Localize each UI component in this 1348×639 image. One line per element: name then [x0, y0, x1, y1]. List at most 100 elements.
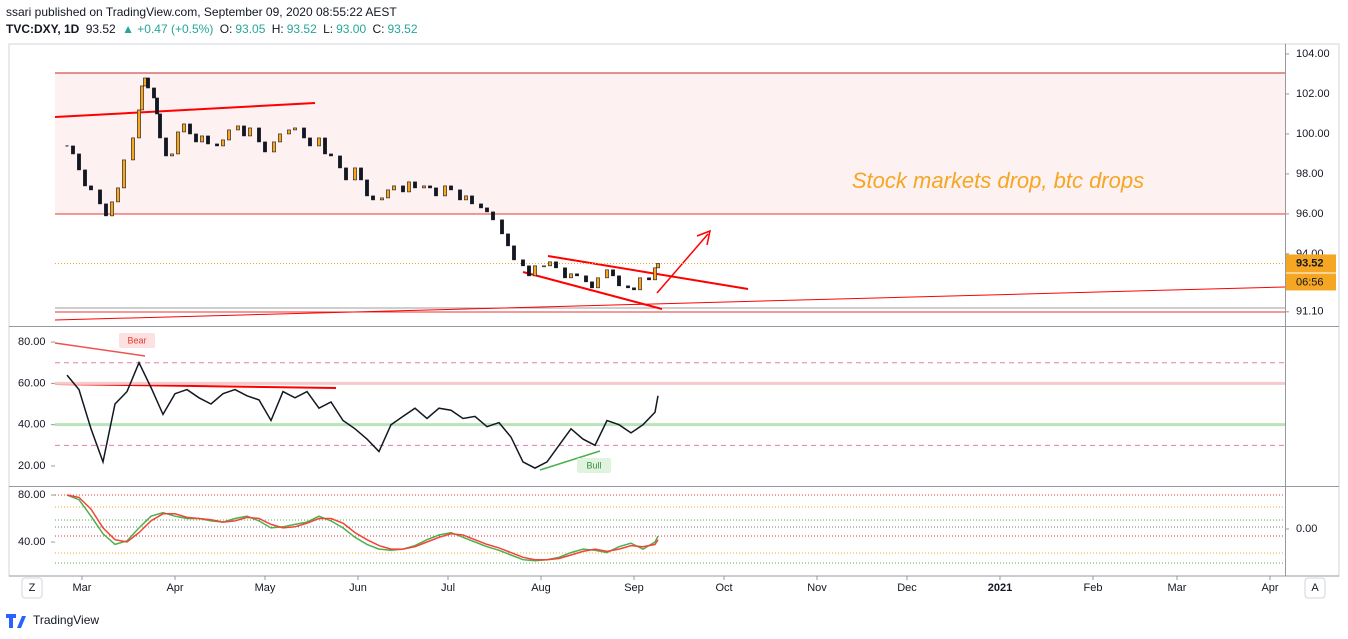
candle — [122, 159, 126, 189]
candle — [575, 273, 579, 277]
x-tick-label: Nov — [807, 582, 827, 594]
x-tick-label: May — [255, 582, 276, 594]
candle — [638, 277, 642, 291]
candle — [338, 155, 342, 169]
brand-name: TradingView — [33, 613, 99, 627]
ohlc-label: L: — [323, 22, 334, 36]
candle — [353, 167, 357, 181]
candle — [344, 167, 348, 181]
candle — [491, 211, 495, 221]
candle — [317, 137, 321, 147]
price-label: 93.52 — [1296, 257, 1324, 269]
candle — [164, 137, 168, 157]
y-tick-label: 91.10 — [1296, 306, 1324, 318]
candle — [329, 153, 333, 157]
candle — [533, 265, 537, 277]
x-tick-label: Mar — [1168, 582, 1187, 594]
candle — [278, 133, 282, 143]
candle — [359, 167, 363, 181]
candle — [110, 201, 114, 217]
candle — [263, 141, 267, 153]
annotation: Bear — [127, 335, 146, 345]
candle — [392, 185, 396, 191]
candle — [272, 141, 276, 153]
auto-scale-button[interactable] — [1304, 577, 1326, 599]
candle — [458, 189, 462, 201]
x-tick-label: Feb — [1084, 582, 1103, 594]
candle — [611, 269, 615, 277]
x-tick-label: Jul — [441, 582, 455, 594]
candle — [479, 203, 483, 209]
ohlc-value: 93.05 — [235, 22, 266, 36]
ohlc-value: 93.52 — [387, 22, 418, 36]
candle — [137, 109, 141, 139]
candle — [428, 185, 432, 189]
y-tick-label: 60.00 — [18, 377, 46, 389]
x-tick-label: Aug — [531, 582, 551, 594]
candle — [653, 267, 657, 281]
candle — [77, 153, 81, 171]
y-tick-label: 98.00 — [1296, 168, 1324, 180]
candle — [632, 287, 636, 291]
candle — [98, 189, 102, 205]
candle — [257, 127, 261, 143]
y-tick-label: 80.00 — [18, 336, 46, 348]
x-tick-label: Jun — [349, 582, 367, 594]
candle — [521, 259, 525, 267]
candle — [176, 131, 180, 155]
zoom-button[interactable] — [21, 577, 43, 599]
candle — [308, 137, 312, 147]
candle — [413, 181, 417, 189]
candle — [527, 265, 531, 277]
candle — [449, 185, 453, 191]
candle — [470, 195, 474, 205]
candle — [116, 187, 120, 203]
publisher-line: ssari published on TradingView.com, Sept… — [6, 5, 397, 19]
candle — [188, 123, 192, 135]
candle — [485, 207, 489, 213]
candle — [152, 87, 156, 99]
candle — [146, 77, 150, 89]
price-change: ▲ +0.47 (+0.5%) — [122, 22, 214, 36]
symbol-line: TVC:DXY, 1D 93.52 ▲ +0.47 (+0.5%) O: 93.0… — [6, 22, 421, 36]
candle — [464, 195, 468, 201]
bear-badge — [119, 333, 155, 348]
range-zone — [55, 73, 1285, 214]
auto-scale-button-label[interactable]: A — [1311, 582, 1319, 594]
y-tick-label: 104.00 — [1296, 48, 1330, 60]
candle — [422, 185, 426, 189]
symbol: TVC:DXY, 1D — [6, 22, 80, 36]
candle — [194, 133, 198, 143]
candle — [104, 203, 108, 217]
series-line — [66, 494, 659, 562]
divergence-line — [54, 342, 146, 357]
candle — [248, 127, 252, 137]
candle — [434, 187, 438, 197]
candle — [656, 263, 660, 269]
candle — [554, 261, 558, 269]
trend-line — [522, 271, 663, 310]
ohlc-value: 93.00 — [336, 22, 367, 36]
candle — [407, 181, 411, 193]
candle — [158, 113, 162, 139]
candle — [83, 169, 87, 187]
candle — [323, 137, 327, 155]
ohlc-label: H: — [271, 22, 284, 36]
x-tick-label: Apr — [1261, 582, 1278, 594]
candle — [131, 137, 135, 161]
x-tick-label: Sep — [624, 582, 644, 594]
candle — [569, 273, 573, 279]
ohlc-value: 93.52 — [286, 22, 317, 36]
y-tick-label: 80.00 — [18, 489, 46, 501]
zoom-button-label[interactable]: Z — [29, 582, 36, 594]
candle — [401, 185, 405, 193]
candle — [605, 269, 609, 279]
candle — [170, 153, 174, 157]
divergence-line — [539, 450, 601, 471]
candle — [182, 123, 186, 133]
candle — [140, 85, 144, 111]
ohlc-label: O: — [219, 22, 233, 36]
candle — [302, 127, 306, 139]
annotation: Stock markets drop, btc drops — [852, 168, 1144, 193]
